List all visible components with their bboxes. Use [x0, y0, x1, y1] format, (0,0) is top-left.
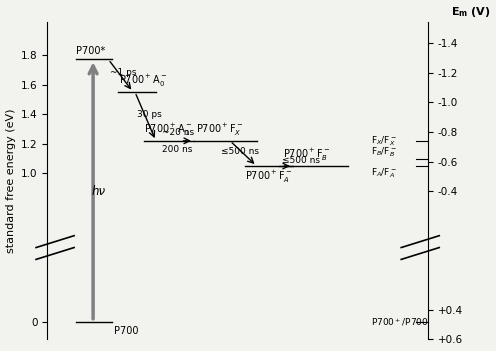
- Text: F$_B$/F$_B^-$: F$_B$/F$_B^-$: [371, 145, 397, 159]
- Text: P700$^+$F$_A^-$: P700$^+$F$_A^-$: [245, 169, 293, 185]
- Text: F$_A$/F$_A^-$: F$_A$/F$_A^-$: [371, 166, 397, 179]
- Text: 30 ps: 30 ps: [137, 110, 162, 119]
- Text: P700$^+$A$_0^-$: P700$^+$A$_0^-$: [119, 73, 167, 89]
- Text: P700*: P700*: [76, 46, 105, 57]
- Text: P700$^+$/P700: P700$^+$/P700: [371, 316, 429, 327]
- Text: 200 ns: 200 ns: [162, 145, 192, 153]
- Text: hν: hν: [92, 185, 106, 198]
- Y-axis label: standard free energy (eV): standard free energy (eV): [5, 108, 15, 253]
- Text: ≤500 ns: ≤500 ns: [221, 147, 258, 156]
- Text: P700$^+$A$_1^-$: P700$^+$A$_1^-$: [144, 122, 193, 138]
- Text: P700$^+$F$_B^-$: P700$^+$F$_B^-$: [283, 147, 331, 163]
- Text: ~1 ps: ~1 ps: [110, 68, 137, 77]
- Text: ~20 ns: ~20 ns: [162, 128, 194, 137]
- Text: F$_X$/F$_X^-$: F$_X$/F$_X^-$: [371, 134, 397, 147]
- Text: P700: P700: [114, 325, 138, 336]
- Text: ≤500 ns: ≤500 ns: [282, 156, 320, 165]
- Text: $\mathbf{E_m\ (V)}$: $\mathbf{E_m\ (V)}$: [451, 5, 490, 19]
- Text: P700$^+$F$_X^-$: P700$^+$F$_X^-$: [196, 122, 243, 138]
